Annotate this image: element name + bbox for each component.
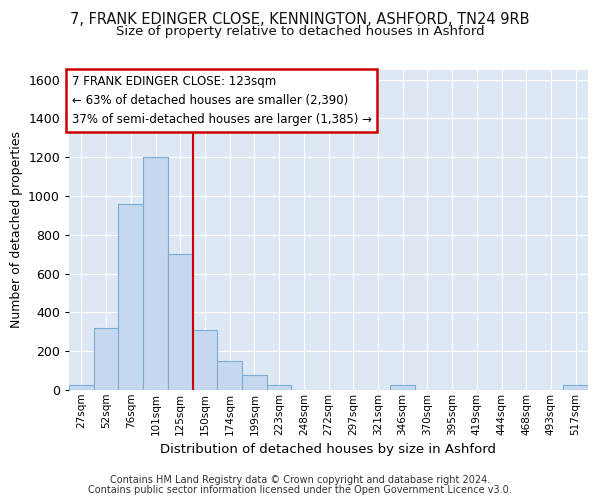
Text: Contains public sector information licensed under the Open Government Licence v3: Contains public sector information licen… — [88, 485, 512, 495]
Text: 7, FRANK EDINGER CLOSE, KENNINGTON, ASHFORD, TN24 9RB: 7, FRANK EDINGER CLOSE, KENNINGTON, ASHF… — [70, 12, 530, 28]
Bar — [168, 254, 193, 390]
Text: Contains HM Land Registry data © Crown copyright and database right 2024.: Contains HM Land Registry data © Crown c… — [110, 475, 490, 485]
X-axis label: Distribution of detached houses by size in Ashford: Distribution of detached houses by size … — [161, 443, 497, 456]
Bar — [118, 204, 143, 390]
Bar — [242, 376, 267, 390]
Bar — [217, 361, 242, 390]
Bar — [193, 330, 217, 390]
Bar — [69, 385, 94, 390]
Bar — [143, 158, 168, 390]
Text: 7 FRANK EDINGER CLOSE: 123sqm
← 63% of detached houses are smaller (2,390)
37% o: 7 FRANK EDINGER CLOSE: 123sqm ← 63% of d… — [71, 75, 371, 126]
Bar — [563, 385, 588, 390]
Text: Size of property relative to detached houses in Ashford: Size of property relative to detached ho… — [116, 25, 484, 38]
Bar — [94, 328, 118, 390]
Bar — [267, 385, 292, 390]
Y-axis label: Number of detached properties: Number of detached properties — [10, 132, 23, 328]
Bar — [390, 385, 415, 390]
